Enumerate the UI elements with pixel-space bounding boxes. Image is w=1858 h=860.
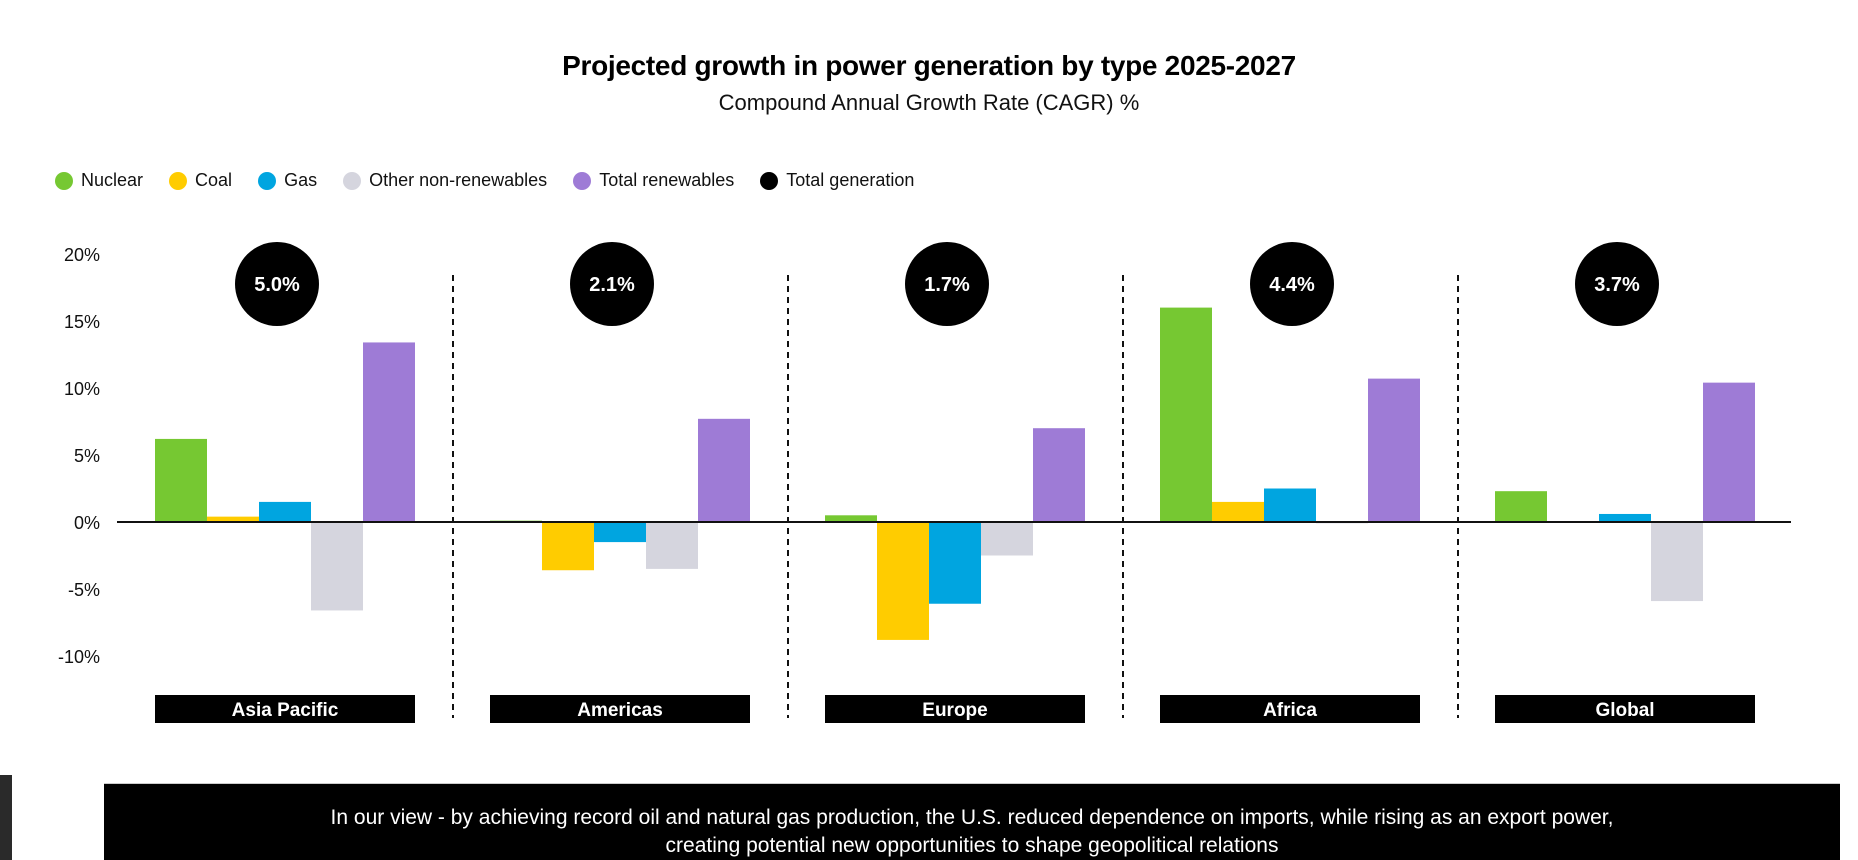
total-generation-circle	[1250, 242, 1334, 326]
bar-gas-americas	[594, 522, 646, 543]
y-tick-label: 0%	[74, 513, 100, 533]
bar-coal-asia-pacific	[207, 516, 259, 522]
y-tick-label: 5%	[74, 446, 100, 466]
caption-banner: In our view - by achieving record oil an…	[104, 783, 1840, 860]
legend-item-other: Other non-renewables	[343, 170, 547, 191]
category-label: Global	[1595, 700, 1654, 721]
legend-swatch-total-generation	[760, 171, 779, 190]
legend-swatch-renewables	[573, 171, 592, 190]
bar-total-renewables-africa	[1368, 378, 1420, 522]
category-label-box	[155, 695, 415, 723]
bar-gas-asia-pacific	[259, 501, 311, 522]
category-label-box	[490, 695, 750, 723]
legend-item-gas: Gas	[258, 170, 317, 191]
category-label-box	[825, 695, 1085, 723]
legend-swatch-coal	[169, 171, 188, 190]
bar-other-non-renewables-global	[1651, 522, 1703, 602]
bar-other-non-renewables-americas	[646, 522, 698, 569]
category-label-box	[1160, 695, 1420, 723]
legend-label: Total generation	[786, 170, 915, 190]
chart-title: Projected growth in power generation by …	[562, 50, 1296, 81]
category-label: Europe	[922, 700, 987, 721]
legend-item-total-generation: Total generation	[760, 170, 914, 191]
category-label-box	[1495, 695, 1755, 723]
bar-gas-africa	[1264, 488, 1316, 522]
chart-subtitle: Compound Annual Growth Rate (CAGR) %	[718, 90, 1140, 115]
bar-nuclear-europe	[825, 515, 877, 522]
bar-chart: 20% 15% 10% 5% 0% -5% -10% 5.0% Asia Pacific 2.1%…	[58, 242, 1791, 723]
left-edge-panel	[0, 775, 12, 860]
bar-coal-africa	[1212, 501, 1264, 522]
bar-total-renewables-global	[1703, 382, 1755, 522]
total-generation-label: 3.7%	[1594, 274, 1640, 296]
y-tick-label: 20%	[64, 245, 100, 265]
category-label: Americas	[577, 700, 663, 721]
legend-label: Nuclear	[81, 170, 144, 190]
total-generation-circle	[235, 242, 319, 326]
total-generation-label: 1.7%	[924, 274, 970, 296]
total-generation-label: 5.0%	[254, 274, 300, 296]
bar-coal-americas	[542, 522, 594, 571]
y-tick-label: 10%	[64, 379, 100, 399]
legend-label: Total renewables	[599, 170, 735, 190]
legend-item-nuclear: Nuclear	[55, 170, 143, 191]
legend-item-coal: Coal	[169, 170, 232, 191]
y-tick-label: 15%	[64, 312, 100, 332]
bar-total-renewables-americas	[698, 418, 750, 522]
bar-nuclear-global	[1495, 491, 1547, 522]
total-generation-label: 4.4%	[1269, 274, 1315, 296]
legend-swatch-gas	[258, 171, 277, 190]
bar-nuclear-africa	[1160, 307, 1212, 522]
total-generation-circle	[905, 242, 989, 326]
legend-swatch-other	[343, 171, 362, 190]
legend: Nuclear Coal Gas Other non-renewables To…	[55, 170, 940, 191]
category-label: Asia Pacific	[232, 700, 339, 721]
total-generation-circle	[570, 242, 654, 326]
category-label: Africa	[1263, 700, 1317, 721]
legend-label: Coal	[195, 170, 233, 190]
total-generation-label: 2.1%	[589, 274, 635, 296]
bar-gas-europe	[929, 522, 981, 604]
bar-nuclear-asia-pacific	[155, 438, 207, 522]
bar-other-non-renewables-asia-pacific	[311, 522, 363, 611]
banner-line-2: creating potential new opportunities to …	[665, 834, 1279, 857]
bar-coal-europe	[877, 522, 929, 640]
bar-total-renewables-europe	[1033, 428, 1085, 522]
bar-total-renewables-asia-pacific	[363, 342, 415, 522]
banner-line-1: In our view - by achieving record oil an…	[330, 806, 1614, 829]
y-tick-label: -5%	[68, 580, 100, 600]
legend-label: Other non-renewables	[369, 170, 548, 190]
bar-other-non-renewables-europe	[981, 522, 1033, 556]
legend-swatch-nuclear	[55, 171, 73, 190]
legend-label: Gas	[284, 170, 318, 190]
legend-item-renewables: Total renewables	[573, 170, 734, 191]
total-generation-circle	[1575, 242, 1659, 326]
bar-gas-global	[1599, 513, 1651, 522]
y-tick-label: -10%	[58, 647, 100, 667]
